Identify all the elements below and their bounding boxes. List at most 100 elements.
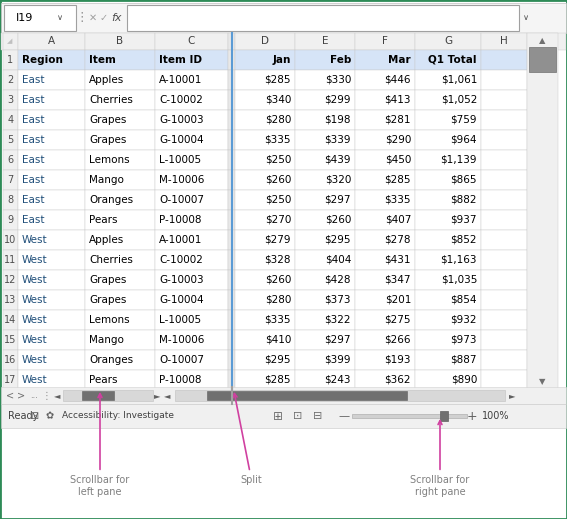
- Bar: [18, 33, 85, 50]
- Bar: [295, 290, 355, 310]
- Text: Oranges: Oranges: [89, 355, 133, 365]
- Bar: [228, 250, 235, 270]
- Text: $340: $340: [265, 95, 291, 105]
- Text: $285: $285: [264, 75, 291, 85]
- Bar: [3, 50, 18, 70]
- Bar: [355, 330, 415, 350]
- Bar: [85, 50, 155, 70]
- Bar: [355, 230, 415, 250]
- Text: O-10007: O-10007: [159, 195, 204, 205]
- Text: Cherries: Cherries: [89, 95, 133, 105]
- Text: East: East: [22, 215, 44, 225]
- Bar: [355, 150, 415, 170]
- Text: $198: $198: [324, 115, 351, 125]
- Text: 12: 12: [5, 275, 16, 285]
- Bar: [481, 270, 527, 290]
- Text: $295: $295: [264, 355, 291, 365]
- Bar: [415, 90, 481, 110]
- Bar: [85, 350, 155, 370]
- Bar: [18, 210, 85, 230]
- Text: ►: ►: [509, 391, 515, 400]
- Bar: [481, 70, 527, 90]
- Text: 17: 17: [5, 375, 16, 385]
- Text: East: East: [22, 75, 44, 85]
- Bar: [355, 290, 415, 310]
- Text: $413: $413: [384, 95, 411, 105]
- Text: East: East: [22, 115, 44, 125]
- Text: C-10002: C-10002: [159, 95, 203, 105]
- Bar: [295, 310, 355, 330]
- Text: Grapes: Grapes: [89, 135, 126, 145]
- Text: Scrollbar for
right pane: Scrollbar for right pane: [411, 420, 469, 497]
- Bar: [228, 150, 235, 170]
- Bar: [228, 190, 235, 210]
- Bar: [295, 350, 355, 370]
- Text: 8: 8: [7, 195, 14, 205]
- Text: $297: $297: [324, 335, 351, 345]
- Text: West: West: [22, 355, 48, 365]
- Bar: [3, 230, 18, 250]
- Bar: [3, 330, 18, 350]
- Text: 3: 3: [7, 95, 14, 105]
- Text: 13: 13: [5, 295, 16, 305]
- Bar: [85, 190, 155, 210]
- Bar: [355, 350, 415, 370]
- Bar: [3, 150, 18, 170]
- Bar: [1, 33, 566, 50]
- Text: $446: $446: [384, 75, 411, 85]
- Text: $285: $285: [264, 375, 291, 385]
- Bar: [481, 110, 527, 130]
- Text: $1,139: $1,139: [441, 155, 477, 165]
- Bar: [155, 370, 228, 390]
- Bar: [481, 170, 527, 190]
- Bar: [481, 190, 527, 210]
- Text: Region: Region: [22, 55, 63, 65]
- Text: L-10005: L-10005: [159, 315, 201, 325]
- Text: C: C: [188, 36, 195, 47]
- Text: $399: $399: [324, 355, 351, 365]
- Text: E: E: [321, 36, 328, 47]
- Bar: [415, 150, 481, 170]
- Text: $243: $243: [324, 375, 351, 385]
- Text: ◄: ◄: [164, 391, 170, 400]
- Bar: [235, 350, 295, 370]
- Bar: [415, 190, 481, 210]
- Bar: [481, 350, 527, 370]
- Bar: [481, 310, 527, 330]
- Bar: [295, 110, 355, 130]
- Bar: [18, 130, 85, 150]
- Bar: [481, 370, 527, 390]
- Bar: [85, 250, 155, 270]
- Bar: [85, 150, 155, 170]
- Bar: [235, 130, 295, 150]
- Text: $330: $330: [325, 75, 351, 85]
- Bar: [235, 170, 295, 190]
- Bar: [18, 350, 85, 370]
- Bar: [1, 404, 566, 428]
- Bar: [415, 130, 481, 150]
- Bar: [3, 270, 18, 290]
- Text: ⋮: ⋮: [41, 390, 51, 401]
- Text: Pears: Pears: [89, 215, 117, 225]
- Bar: [481, 90, 527, 110]
- Text: $328: $328: [264, 255, 291, 265]
- Text: $279: $279: [264, 235, 291, 245]
- Text: $428: $428: [324, 275, 351, 285]
- Text: $973: $973: [451, 335, 477, 345]
- Bar: [415, 250, 481, 270]
- Bar: [155, 110, 228, 130]
- Bar: [235, 110, 295, 130]
- Text: West: West: [22, 235, 48, 245]
- Text: $299: $299: [324, 95, 351, 105]
- Text: ⊞: ⊞: [273, 409, 283, 422]
- Bar: [155, 190, 228, 210]
- Text: Oranges: Oranges: [89, 195, 133, 205]
- Text: $295: $295: [324, 235, 351, 245]
- Bar: [235, 370, 295, 390]
- Bar: [228, 50, 235, 70]
- Bar: [3, 190, 18, 210]
- Bar: [235, 250, 295, 270]
- Bar: [481, 230, 527, 250]
- Text: East: East: [22, 175, 44, 185]
- Text: $280: $280: [265, 295, 291, 305]
